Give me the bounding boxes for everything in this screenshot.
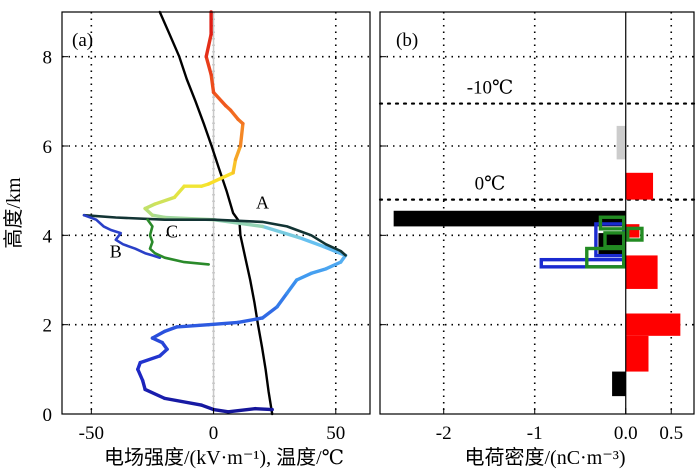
panel-a-x-tick-label: -50 [79, 423, 104, 444]
panel-a-frame [61, 11, 371, 415]
field-strength-segment [211, 407, 230, 414]
panel-a-y-tick-label: 6 [43, 137, 53, 158]
panel-a-y-tick-label: 4 [43, 226, 53, 247]
field-strength-segment [150, 329, 167, 340]
panel-b-x-tick-label: -2 [436, 423, 452, 444]
charge-bar [625, 172, 654, 200]
field-strength-segment [162, 396, 204, 407]
field-strength-segment [153, 195, 177, 206]
field-strength-segment [204, 54, 213, 77]
series-b-line [82, 213, 162, 260]
field-strength-segment [206, 171, 235, 186]
panel-a-y-tick-label: 0 [43, 405, 53, 426]
charge-bar-outline [585, 246, 626, 269]
charge-bar-outline [626, 226, 644, 242]
charge-bar [625, 255, 658, 289]
series-temperature-path [158, 10, 274, 416]
panel-a-y-tick-label: 8 [43, 48, 53, 69]
panel-a-series [82, 10, 348, 416]
panel-a-x-axis-label: 电场强度/(kV·m⁻¹), 温度/℃ [104, 446, 344, 469]
panel-a-y-axis-label: 高度/km [2, 177, 25, 249]
panel-b-x-axis-label: 电荷密度/(nC·m⁻³) [465, 446, 626, 469]
field-strength-segment [253, 406, 274, 412]
panel-b-label: (b) [396, 30, 418, 51]
charge-bar [625, 313, 681, 336]
annotation-a: A [256, 193, 269, 213]
field-strength-segment [321, 244, 348, 258]
field-strength-segment [209, 72, 216, 95]
panel-b-x-tick-label: -1 [527, 423, 543, 444]
panel-b-x-tick-label: 0.0 [614, 423, 638, 444]
panel-b-isotherms: -10℃ 0℃ [378, 78, 696, 201]
field-strength-segment [260, 224, 301, 240]
series-c-path [146, 218, 210, 266]
field-strength-segment [294, 271, 314, 282]
panel-a-x-tick-label: 50 [326, 423, 345, 444]
field-strength-segment [285, 278, 299, 296]
isotherm-label: 0℃ [475, 174, 506, 195]
field-strength-segment [309, 267, 328, 275]
field-strength-segment [275, 291, 289, 309]
panel-b: -10℃ 0℃ -2 -1 0.0 0.5 (b) 电荷密度/(nC·m⁻³) [378, 11, 696, 469]
field-strength-segment [172, 184, 186, 200]
field-strength-segment [324, 260, 343, 271]
field-strength-segment [297, 235, 326, 249]
field-strength-segment [238, 121, 245, 148]
field-strength-segment [199, 403, 216, 412]
field-strength-segment [136, 367, 145, 383]
charge-bar [612, 371, 626, 397]
isotherm-label: -10℃ [467, 78, 514, 99]
charge-bar [598, 233, 626, 256]
panel-b-grid [380, 12, 694, 414]
panel-b-ticks: -2 -1 0.0 0.5 [380, 56, 683, 444]
charge-bar [616, 125, 626, 160]
field-strength-segment [150, 213, 167, 220]
series-field-strength-line [136, 10, 348, 414]
field-strength-segment [233, 144, 243, 162]
series-c-line [146, 218, 210, 266]
panel-a-y-tick-label: 2 [43, 316, 53, 337]
field-strength-segment [228, 108, 240, 121]
field-strength-segment [211, 90, 228, 108]
panel-a-annotations: A B C [110, 193, 269, 262]
panel-b-frame [379, 11, 695, 415]
field-strength-segment [162, 325, 179, 334]
field-strength-segment [204, 32, 213, 59]
charge-bar-outline [603, 231, 626, 249]
field-strength-segment [175, 322, 211, 329]
charge-bar [625, 335, 649, 372]
field-strength-segment [138, 354, 162, 365]
panel-a-grid [62, 12, 370, 414]
charge-bar [393, 210, 626, 227]
series-temperature-line [158, 10, 274, 416]
annotation-c: C [166, 222, 178, 242]
field-strength-segment [226, 406, 257, 414]
field-strength-segment [231, 157, 238, 175]
charge-bar-outline [598, 215, 626, 231]
panel-a-label: (a) [72, 30, 93, 51]
field-strength-segment [143, 387, 167, 401]
series-b-path [82, 213, 162, 260]
field-strength-segment [206, 320, 240, 327]
panel-a-x-tick-label: 0 [209, 423, 219, 444]
panel-b-x-tick-label: 0.5 [659, 423, 683, 444]
field-strength-segment [260, 305, 279, 320]
field-strength-segment [143, 202, 157, 211]
annotation-b: B [110, 242, 122, 262]
field-strength-segment [236, 316, 265, 325]
panel-a-ticks: -50 0 50 0 2 4 6 8 [43, 48, 346, 444]
panel-b-bars [393, 125, 681, 397]
